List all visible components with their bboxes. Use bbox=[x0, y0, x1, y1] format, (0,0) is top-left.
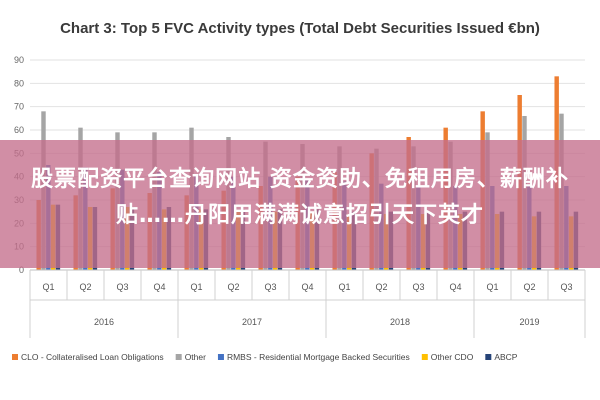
y-tick-label: 0 bbox=[19, 265, 24, 275]
legend: CLO - Collateralised Loan Obligations Oth… bbox=[12, 352, 518, 362]
legend-swatch bbox=[217, 354, 224, 360]
x-tick-label: Q1 bbox=[42, 282, 54, 292]
x-tick-label: Q1 bbox=[486, 282, 498, 292]
y-tick-label: 80 bbox=[14, 78, 24, 88]
legend-swatch bbox=[421, 354, 428, 360]
x-tick-label: Q1 bbox=[338, 282, 350, 292]
x-tick-label: Q2 bbox=[523, 282, 535, 292]
legend-swatch bbox=[12, 354, 18, 360]
x-axis: Q1 Q2 Q3 Q4 Q1 Q2 Q3 Q4 Q1 Q2 Q3 Q4 Q1 Q2 Q3 2016 2017 20… bbox=[29, 269, 586, 338]
x-tick-label: Q4 bbox=[153, 282, 165, 292]
x-tick-label: Q3 bbox=[412, 282, 424, 292]
legend-label: Other bbox=[185, 352, 206, 362]
x-tick-label: Q3 bbox=[560, 282, 572, 292]
x-tick-label: Q1 bbox=[190, 282, 202, 292]
x-tick-label: Q4 bbox=[449, 282, 461, 292]
x-tick-label: Q2 bbox=[227, 282, 239, 292]
legend-swatch bbox=[175, 354, 182, 360]
legend-label: ABCP bbox=[494, 352, 517, 362]
y-tick-label: 60 bbox=[14, 125, 24, 135]
x-tick-label: Q2 bbox=[375, 282, 387, 292]
y-tick-label: 70 bbox=[14, 102, 24, 112]
legend-label: RMBS - Residential Mortgage Backed Secur… bbox=[227, 352, 410, 362]
x-tick-label: Q2 bbox=[79, 282, 91, 292]
x-tick-label: Q4 bbox=[301, 282, 313, 292]
overlay-banner: 股票配资平台查询网站 资金资助、免租用房、薪酬补贴……丹阳用满满诚意招引天下英才 bbox=[0, 140, 600, 268]
x-tick-label: Q3 bbox=[264, 282, 276, 292]
year-label: 2017 bbox=[242, 317, 262, 327]
year-label: 2016 bbox=[94, 317, 114, 327]
legend-swatch bbox=[485, 354, 492, 360]
legend-label: Other CDO bbox=[431, 352, 474, 362]
year-label: 2019 bbox=[519, 317, 539, 327]
legend-label: CLO - Collateralised Loan Obligations bbox=[21, 352, 164, 362]
y-tick-label: 90 bbox=[14, 55, 24, 65]
overlay-banner-text: 股票配资平台查询网站 资金资助、免租用房、薪酬补贴……丹阳用满满诚意招引天下英才 bbox=[31, 167, 569, 228]
x-tick-label: Q3 bbox=[116, 282, 128, 292]
year-label: 2018 bbox=[390, 317, 410, 327]
chart-title: Chart 3: Top 5 FVC Activity types (Total… bbox=[60, 20, 540, 37]
